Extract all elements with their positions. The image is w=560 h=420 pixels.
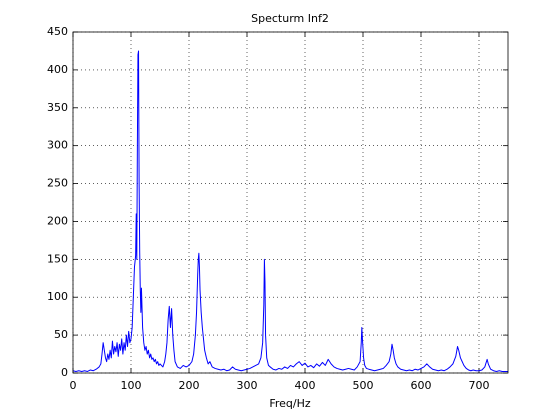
y-tick-label: 300 — [47, 139, 68, 152]
y-tick-label: 50 — [54, 328, 68, 341]
x-tick-label: 400 — [295, 379, 316, 392]
y-tick-label: 350 — [47, 101, 68, 114]
x-axis-label: Freq/Hz — [269, 397, 311, 410]
y-tick-label: 200 — [47, 214, 68, 227]
data-line — [72, 50, 508, 372]
y-tick-label: 100 — [47, 290, 68, 303]
y-tick-label: 0 — [61, 366, 68, 379]
y-tick-label: 400 — [47, 63, 68, 76]
x-tick-label: 600 — [411, 379, 432, 392]
y-tick-label: 250 — [47, 177, 68, 190]
x-tick-label: 100 — [121, 379, 142, 392]
x-tick-label: 700 — [469, 379, 490, 392]
x-tick-label: 200 — [179, 379, 200, 392]
y-tick-label: 450 — [47, 25, 68, 38]
chart-title: Specturm Inf2 — [251, 12, 329, 25]
axes-box — [72, 31, 509, 374]
y-tick-label: 150 — [47, 252, 68, 265]
plot-area — [73, 32, 508, 373]
x-tick-label: 0 — [70, 379, 77, 392]
x-tick-label: 300 — [237, 379, 258, 392]
x-tick-label: 500 — [353, 379, 374, 392]
